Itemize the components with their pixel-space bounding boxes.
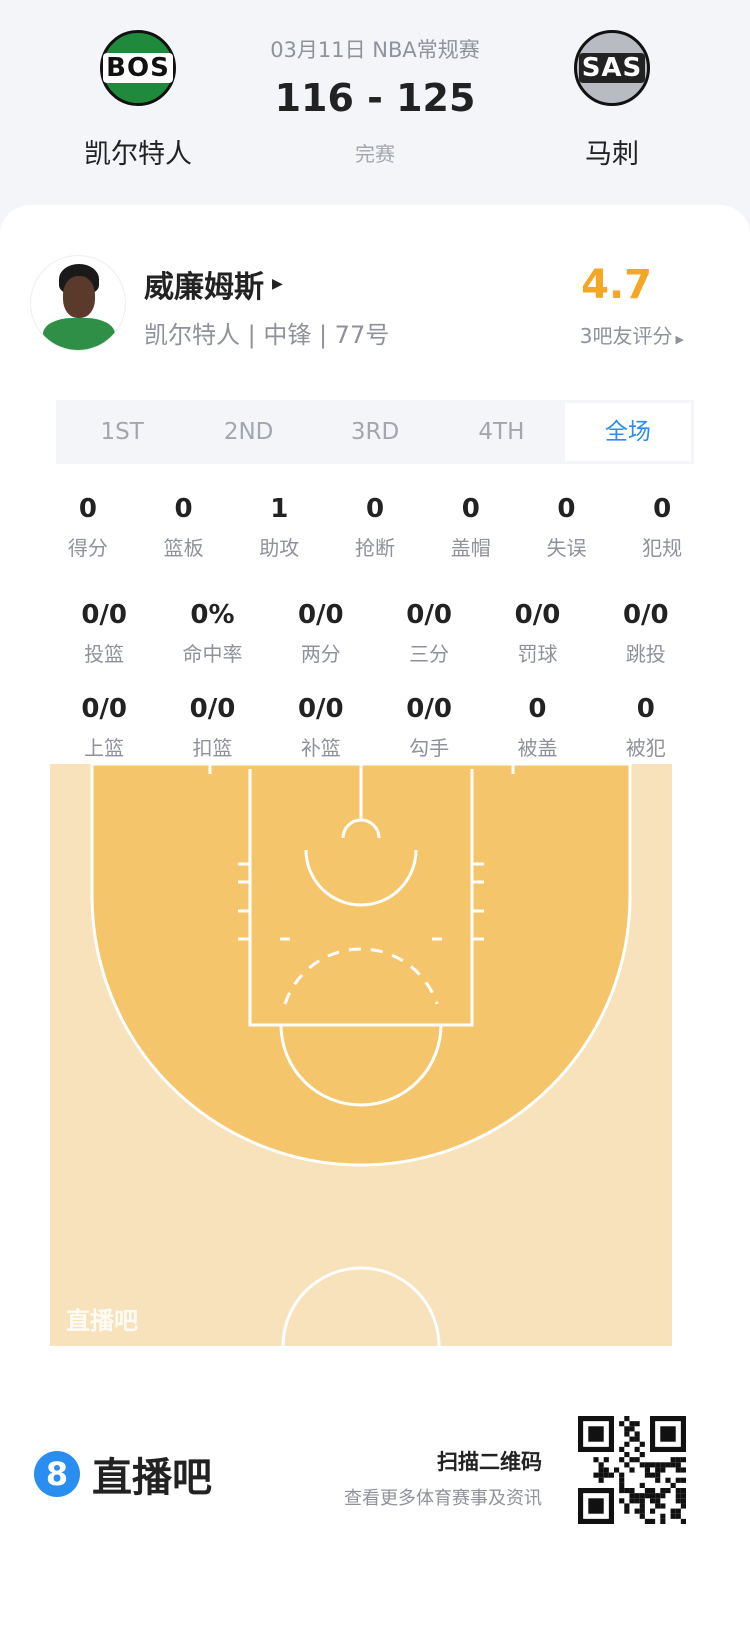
- stat-value: 0: [528, 694, 547, 724]
- player-name: 威廉姆斯: [144, 270, 264, 305]
- stat-label: 犯规: [642, 536, 683, 560]
- brand-logo-icon: 8: [34, 1451, 80, 1497]
- tab-full-game[interactable]: 全场: [564, 403, 692, 461]
- stat-item: 0 失误: [519, 494, 615, 561]
- stat-value: 0: [365, 494, 385, 524]
- stat-value: 0: [174, 494, 193, 524]
- stat-label: 得分: [67, 536, 108, 560]
- match-status: 完赛: [355, 142, 395, 166]
- tab-1st[interactable]: 1ST: [100, 419, 144, 445]
- stats-row-shot-types: 0/0 上篮 0/0 扣篮 0/0 补篮 0/0 勾手 0 被盖 0 被犯: [50, 694, 700, 761]
- tab-3rd[interactable]: 3RD: [350, 419, 400, 445]
- match-date-league: 03月11日 NBA常规赛: [270, 38, 480, 62]
- stat-item: 0 被盖: [483, 694, 591, 761]
- stat-value: 0/0: [81, 600, 127, 630]
- caret-right-icon: ▶: [272, 276, 283, 292]
- footer-brand: 8 直播吧: [34, 1445, 212, 1503]
- stat-label: 扣篮: [192, 736, 233, 760]
- stat-label: 盖帽: [450, 536, 491, 560]
- stat-value: 0/0: [297, 694, 344, 724]
- stat-item: 0/0 罚球: [483, 600, 591, 667]
- stat-item: 0 得分: [40, 494, 136, 561]
- stats-row-shooting: 0/0 投篮 0% 命中率 0/0 两分 0/0 三分 0/0 罚球 0/0 跳投: [50, 600, 700, 667]
- tab-2nd[interactable]: 2ND: [223, 419, 274, 445]
- stat-item: 0/0 上篮: [50, 694, 158, 761]
- hoop: [341, 818, 381, 839]
- stat-item: 0% 命中率: [158, 600, 266, 667]
- stat-item: 0/0 补篮: [267, 694, 375, 761]
- stat-item: 0/0 两分: [267, 600, 375, 667]
- caret-right-icon: ▶: [675, 333, 684, 346]
- paint-lane: [248, 769, 474, 1027]
- stat-value: 0: [557, 494, 576, 524]
- stat-value: 0/0: [406, 600, 452, 630]
- stat-label: 投篮: [84, 642, 125, 666]
- player-avatar[interactable]: [30, 255, 126, 351]
- home-team[interactable]: BOS 凯尔特人: [58, 30, 218, 171]
- stat-value: 0: [461, 494, 480, 524]
- stat-value: 0/0: [81, 694, 127, 724]
- stat-label: 两分: [300, 642, 341, 666]
- center-circle: [281, 1266, 441, 1346]
- qr-title: 扫描二维码: [437, 1450, 542, 1474]
- stat-value: 0%: [190, 600, 235, 630]
- period-tabs: 1ST 2ND 3RD 4TH 全场: [56, 400, 694, 464]
- stat-label: 命中率: [182, 642, 243, 666]
- three-point-area: [90, 764, 632, 1167]
- restricted-arc: [304, 849, 418, 907]
- stats-row-basic: 0 得分 0 篮板 1 助攻 0 抢断 0 盖帽 0 失误 0 犯规: [40, 494, 710, 561]
- free-throw-circle-solid: [279, 1024, 443, 1107]
- stat-label: 三分: [409, 642, 450, 666]
- stat-value: 0/0: [189, 694, 236, 724]
- stat-item: 0/0 勾手: [375, 694, 483, 761]
- stat-value: 0/0: [622, 600, 669, 630]
- stat-label: 失误: [546, 536, 587, 560]
- stat-value: 0/0: [406, 694, 452, 724]
- stat-value: 0: [653, 494, 672, 524]
- rating-link[interactable]: 3吧友评分 ▶: [579, 324, 684, 348]
- away-team[interactable]: SAS 马刺: [532, 30, 692, 171]
- stat-value: 1: [270, 494, 289, 524]
- stat-label: 上篮: [84, 736, 125, 760]
- stat-label: 勾手: [409, 736, 450, 760]
- stat-label: 补篮: [300, 736, 341, 760]
- brand-name: 直播吧: [92, 1455, 212, 1501]
- stat-value: 0/0: [297, 600, 344, 630]
- tab-4th[interactable]: 4TH: [478, 419, 525, 445]
- stat-label: 篮板: [163, 536, 204, 560]
- stat-item: 0/0 跳投: [592, 600, 700, 667]
- stat-item: 0 篮板: [136, 494, 232, 561]
- stat-item: 1 助攻: [231, 494, 327, 561]
- player-info: 凯尔特人 | 中锋 | 77号: [144, 321, 390, 349]
- away-team-name: 马刺: [585, 139, 639, 170]
- player-name-link[interactable]: 威廉姆斯 ▶: [144, 262, 283, 306]
- player-rating: 4.7: [581, 262, 652, 308]
- stat-label: 被盖: [517, 736, 558, 760]
- stat-label: 抢断: [355, 536, 396, 560]
- court-watermark: 直播吧: [66, 1307, 138, 1335]
- shot-chart-court: 直播吧: [50, 764, 672, 1346]
- stat-item: 0 犯规: [614, 494, 710, 561]
- stat-item: 0/0 投篮: [50, 600, 158, 667]
- stat-item: 0 被犯: [592, 694, 700, 761]
- stat-label: 助攻: [259, 536, 300, 560]
- stat-item: 0/0 三分: [375, 600, 483, 667]
- free-throw-circle-dashed: [283, 947, 439, 1005]
- qr-subtitle: 查看更多体育赛事及资讯: [344, 1488, 542, 1509]
- away-team-logo: SAS: [574, 30, 650, 106]
- match-score: 116 - 125: [274, 76, 476, 120]
- stat-item: 0 抢断: [327, 494, 423, 561]
- stat-label: 被犯: [625, 736, 666, 760]
- stat-label: 罚球: [517, 642, 558, 666]
- qr-code[interactable]: [578, 1416, 686, 1524]
- home-team-logo: BOS: [100, 30, 176, 106]
- stat-item: 0 盖帽: [423, 494, 519, 561]
- stat-item: 0/0 扣篮: [158, 694, 266, 761]
- stat-value: 0/0: [514, 600, 561, 630]
- home-team-name: 凯尔特人: [84, 139, 192, 170]
- stat-value: 0: [636, 694, 655, 724]
- stat-label: 跳投: [625, 642, 666, 666]
- stat-value: 0: [78, 494, 97, 524]
